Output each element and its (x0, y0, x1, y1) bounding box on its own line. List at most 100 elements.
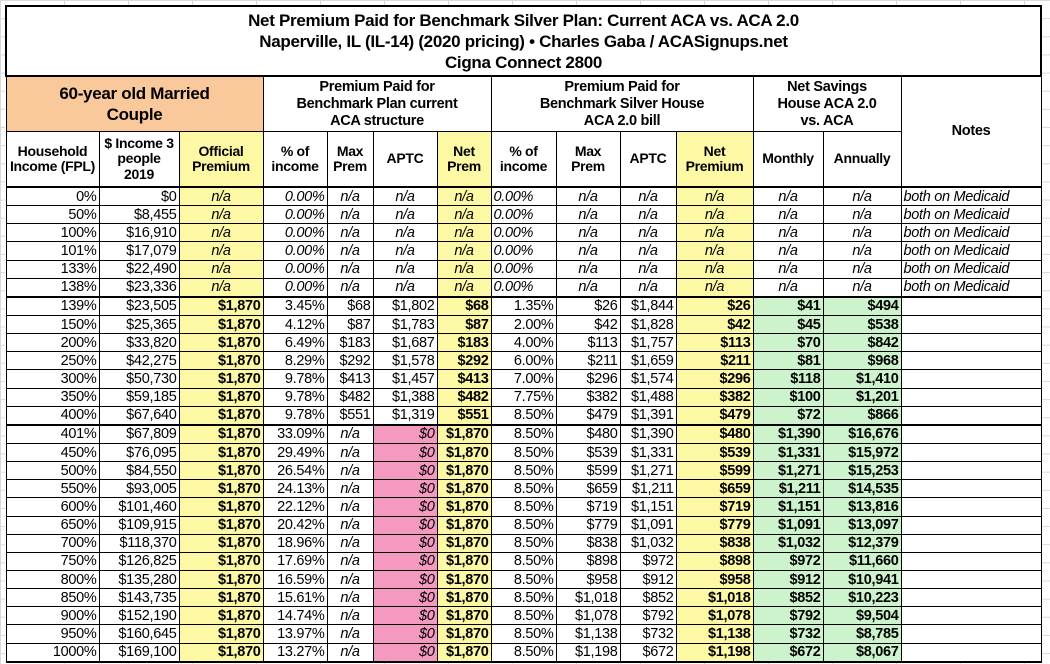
group-current-aca: Premium Paid for Benchmark Plan current … (262, 75, 492, 132)
cell-fpl: 250% (5, 351, 100, 371)
cell-income: $143,735 (98, 588, 180, 608)
cell-current-aptc: n/a (372, 259, 438, 279)
cell-house-net-premium: $479 (675, 405, 754, 426)
cell-fpl: 950% (5, 624, 100, 644)
cell-house-max-prem: $1,078 (555, 606, 621, 626)
cell-savings-annually: $15,972 (822, 442, 902, 463)
cell-income: $16,910 (98, 223, 180, 243)
cell-notes (900, 314, 1042, 335)
cell-current-aptc: $0 (372, 423, 438, 444)
cell-savings-annually: $8,785 (822, 624, 902, 644)
table-row: 600% $101,460 $1,870 22.12% n/a $0 $1,870 8.50%… (5, 497, 1042, 517)
cell-house-net-premium: $1,198 (675, 642, 754, 663)
cell-current-pct-income: 9.78% (262, 405, 328, 426)
cell-current-aptc: $1,457 (372, 369, 438, 389)
cell-house-aptc: $1,091 (619, 515, 677, 535)
cell-notes (900, 642, 1042, 663)
cell-fpl: 100% (5, 223, 100, 243)
cell-savings-monthly: $1,271 (752, 461, 824, 481)
cell-current-net-prem: $1,870 (436, 606, 492, 626)
cell-fpl: 700% (5, 533, 100, 553)
cell-savings-annually: $11,660 (822, 551, 902, 571)
cell-house-aptc: $1,844 (619, 295, 677, 316)
cell-house-net-premium: $296 (675, 369, 754, 389)
cell-savings-monthly: $1,390 (752, 423, 824, 444)
cell-income: $152,190 (98, 606, 180, 626)
cell-official-premium: n/a (178, 223, 264, 243)
cell-house-pct-income: 0.00% (490, 186, 557, 207)
cell-fpl: 500% (5, 461, 100, 481)
cell-savings-annually: n/a (822, 277, 902, 298)
cell-income: $118,370 (98, 533, 180, 553)
table-row: 700% $118,370 $1,870 18.96% n/a $0 $1,870 8.50%… (5, 533, 1042, 553)
cell-official-premium: n/a (178, 241, 264, 261)
cell-house-max-prem: n/a (555, 277, 621, 298)
cell-fpl: 850% (5, 588, 100, 608)
cell-income: $23,505 (98, 295, 180, 316)
cell-savings-annually: $494 (822, 295, 902, 316)
cell-savings-monthly: $70 (752, 333, 824, 353)
cell-house-max-prem: $113 (555, 333, 621, 353)
cell-house-pct-income: 0.00% (490, 223, 557, 243)
cell-savings-monthly: n/a (752, 241, 824, 261)
cell-current-net-prem: $1,870 (436, 588, 492, 608)
cell-house-aptc: $1,488 (619, 387, 677, 407)
table-row: 550% $93,005 $1,870 24.13% n/a $0 $1,870 8.50% $… (5, 479, 1042, 499)
cell-savings-monthly: $41 (752, 295, 824, 316)
cell-fpl: 800% (5, 569, 100, 590)
cell-house-net-premium: $779 (675, 515, 754, 535)
cell-savings-annually: $866 (822, 405, 902, 426)
cell-current-max-prem: n/a (326, 423, 374, 444)
cell-current-aptc: n/a (372, 277, 438, 298)
cell-official-premium: $1,870 (178, 533, 264, 553)
cell-house-max-prem: $382 (555, 387, 621, 407)
cell-current-aptc: $0 (372, 569, 438, 590)
cell-current-max-prem: n/a (326, 223, 374, 243)
cell-house-net-premium: $42 (675, 314, 754, 335)
cell-house-pct-income: 8.50% (490, 588, 557, 608)
cell-income: $160,645 (98, 624, 180, 644)
table-row: 400% $67,640 $1,870 9.78% $551 $1,319 $551 8.50… (5, 405, 1042, 426)
cell-current-max-prem: n/a (326, 624, 374, 644)
cell-notes: both on Medicaid (900, 259, 1042, 279)
cell-official-premium: $1,870 (178, 423, 264, 444)
column-header-house-pct-income: % of income (490, 131, 557, 188)
cell-current-pct-income: 13.27% (262, 642, 328, 663)
table-row: 750% $126,825 $1,870 17.69% n/a $0 $1,870 8.50%… (5, 551, 1042, 571)
cell-fpl: 50% (5, 205, 100, 225)
cell-house-aptc: $852 (619, 588, 677, 608)
cell-fpl: 133% (5, 259, 100, 279)
cell-fpl: 650% (5, 515, 100, 535)
cell-house-max-prem: $480 (555, 423, 621, 444)
cell-fpl: 550% (5, 479, 100, 499)
cell-current-aptc: $0 (372, 479, 438, 499)
cell-current-pct-income: 22.12% (262, 497, 328, 517)
table-row: 850% $143,735 $1,870 15.61% n/a $0 $1,870 8.50%… (5, 588, 1042, 608)
cell-house-aptc: $792 (619, 606, 677, 626)
cell-current-max-prem: n/a (326, 642, 374, 663)
cell-house-pct-income: 8.50% (490, 405, 557, 426)
cell-income: $22,490 (98, 259, 180, 279)
cell-notes (900, 551, 1042, 571)
cell-official-premium: $1,870 (178, 479, 264, 499)
cell-notes (900, 461, 1042, 481)
cell-house-pct-income: 8.50% (490, 606, 557, 626)
cell-current-net-prem: n/a (436, 259, 492, 279)
cell-house-pct-income: 6.00% (490, 351, 557, 371)
cell-official-premium: $1,870 (178, 387, 264, 407)
cell-current-aptc: $0 (372, 533, 438, 553)
cell-income: $93,005 (98, 479, 180, 499)
cell-house-aptc: n/a (619, 277, 677, 298)
cell-current-net-prem: $413 (436, 369, 492, 389)
cell-notes (900, 569, 1042, 590)
cell-house-net-premium: n/a (675, 259, 754, 279)
cell-savings-annually: $968 (822, 351, 902, 371)
cell-current-aptc: $1,319 (372, 405, 438, 426)
cell-savings-monthly: $72 (752, 405, 824, 426)
cell-fpl: 900% (5, 606, 100, 626)
table-row: 101% $17,079 n/a 0.00% n/a n/a n/a 0.00% n/a n/a n… (5, 241, 1042, 261)
cell-current-pct-income: 0.00% (262, 186, 328, 207)
cell-official-premium: $1,870 (178, 314, 264, 335)
cell-income: $59,185 (98, 387, 180, 407)
cell-official-premium: $1,870 (178, 461, 264, 481)
